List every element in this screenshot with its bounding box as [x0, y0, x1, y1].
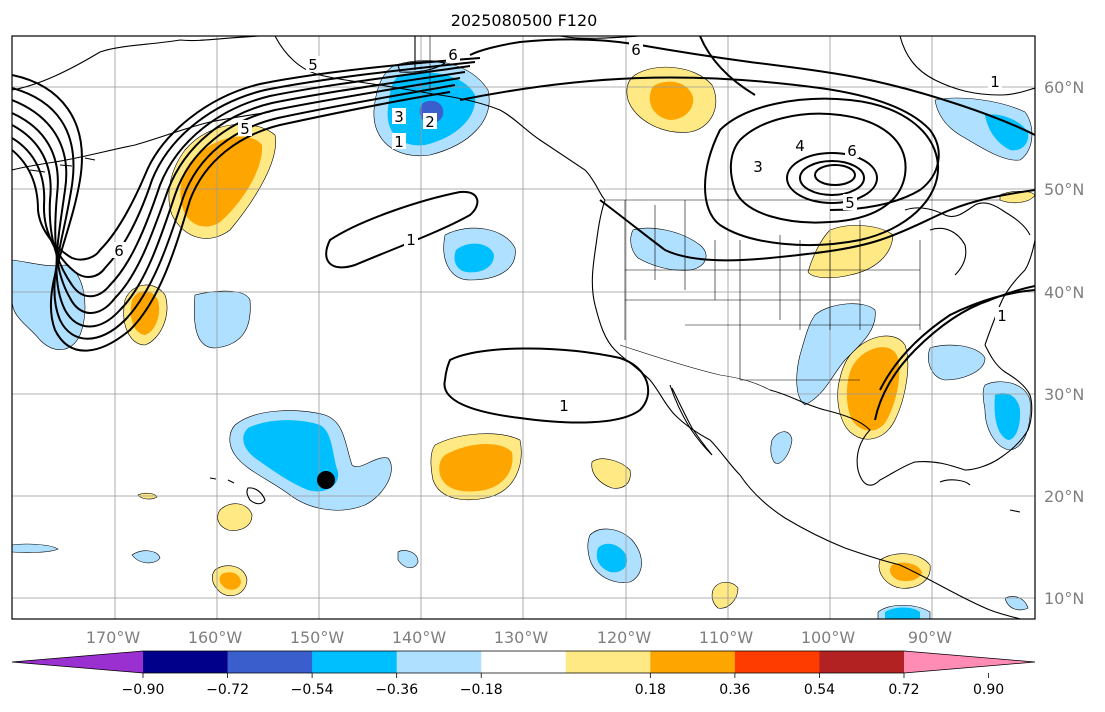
contour-lines [12, 36, 1035, 424]
positive-anomaly-core [219, 572, 241, 590]
coastlines [12, 36, 1035, 619]
negative-anomaly-core [985, 114, 1029, 151]
positive-anomaly-core [649, 81, 694, 120]
colorbar-extension-max [904, 651, 1035, 673]
negative-anomaly-core [994, 393, 1021, 440]
contour-label: 6 [448, 46, 458, 64]
lon-label: 120°W [597, 628, 652, 647]
contour-label: 5 [308, 56, 318, 74]
colorbar-extension-min [12, 651, 143, 673]
colorbar-tick-label: −0.18 [460, 682, 503, 698]
negative-anomaly-core [243, 420, 339, 492]
positive-anomaly-core [180, 136, 263, 227]
colorbar-segment [734, 651, 820, 673]
map-area [12, 36, 1035, 619]
colorbar-tick-label: 0.18 [635, 682, 666, 698]
negative-anomaly-region [131, 550, 161, 564]
positive-anomaly-region [711, 581, 739, 609]
colorbar-tick-label: 0.90 [973, 682, 1004, 698]
positive-anomaly-region [807, 225, 894, 279]
lat-label: 20°N [1044, 487, 1084, 506]
lon-label: 150°W [290, 628, 345, 647]
lon-label: 90°W [908, 628, 952, 647]
map-frame [11, 35, 1036, 620]
colorbar-segment [396, 651, 482, 673]
colorbar-segment [650, 651, 736, 673]
lon-label: 160°W [188, 628, 243, 647]
positive-anomaly-core [890, 562, 922, 582]
contour-label: 6 [114, 242, 124, 260]
lon-label: 170°W [86, 628, 141, 647]
contour-label: 1 [990, 73, 1000, 91]
contour-labels: 5 6 6 3 2 1 5 6 1 1 3 4 5 6 [112, 41, 1009, 415]
map-content: 5 6 6 3 2 1 5 6 1 1 3 4 5 6 [12, 36, 1035, 619]
colorbar-segment [481, 651, 567, 673]
storm-position-marker [317, 471, 335, 489]
positive-anomaly-region [591, 458, 631, 489]
contour-label: 6 [631, 41, 641, 59]
colorbar-segment [227, 651, 313, 673]
contour-label: 1 [559, 397, 569, 415]
negative-anomaly-core [885, 607, 920, 619]
colorbar-tick-label: −0.36 [375, 682, 418, 698]
contour-label: 6 [847, 142, 857, 160]
contour-label: 4 [795, 137, 805, 155]
contour-label: 5 [845, 194, 855, 212]
map-title: 2025080500 F120 [451, 11, 598, 30]
colorbar-segment [312, 651, 398, 673]
lon-label: 100°W [801, 628, 856, 647]
colorbar-segment [819, 651, 905, 673]
latitude-labels: 60°N 50°N 40°N 30°N 20°N 10°N [1044, 78, 1084, 608]
negative-anomaly-region [194, 290, 251, 349]
contour-label: 1 [997, 307, 1007, 325]
negative-anomaly-region [12, 543, 59, 553]
negative-anomaly-core [454, 243, 494, 273]
negative-anomaly-core [596, 543, 628, 573]
lon-label: 140°W [392, 628, 447, 647]
contour-label: 1 [394, 133, 404, 151]
negative-anomaly-region [397, 550, 419, 569]
lon-label: 110°W [699, 628, 754, 647]
colorbar-segment [143, 651, 229, 673]
contour-label: 2 [425, 113, 435, 131]
negative-anomaly-region [12, 259, 86, 350]
lon-label: 130°W [494, 628, 549, 647]
positive-anomaly-core [846, 347, 900, 431]
negative-anomaly-region [1004, 596, 1029, 611]
contour-label: 3 [753, 158, 763, 176]
colorbar: −0.90 −0.72 −0.54 −0.36 −0.18 0.18 0.36 0.54 0.7… [11, 650, 1036, 698]
negative-anomaly-region [796, 303, 876, 406]
lat-label: 10°N [1044, 589, 1084, 608]
negative-anomaly-region [770, 431, 793, 464]
colorbar-tick-label: 0.54 [804, 682, 835, 698]
negative-anomaly-region [928, 344, 986, 381]
colorbar-tick-label: 0.72 [888, 682, 919, 698]
positive-anomaly-region [217, 503, 253, 531]
contour-label: 1 [406, 231, 416, 249]
longitude-labels: 170°W 160°W 150°W 140°W 130°W 120°W 110°… [86, 628, 952, 647]
lat-label: 40°N [1044, 283, 1084, 302]
contour-label: 5 [240, 120, 250, 138]
colorbar-tick-label: −0.54 [291, 682, 334, 698]
lat-label: 60°N [1044, 78, 1084, 97]
positive-anomaly-core [439, 444, 513, 492]
colorbar-tick-label: −0.90 [122, 682, 165, 698]
colorbar-segment [565, 651, 651, 673]
contour-label: 3 [394, 108, 404, 126]
lat-label: 30°N [1044, 385, 1084, 404]
colorbar-tick-label: 0.36 [719, 682, 750, 698]
lat-label: 50°N [1044, 180, 1084, 199]
colorbar-tick-label: −0.72 [206, 682, 249, 698]
